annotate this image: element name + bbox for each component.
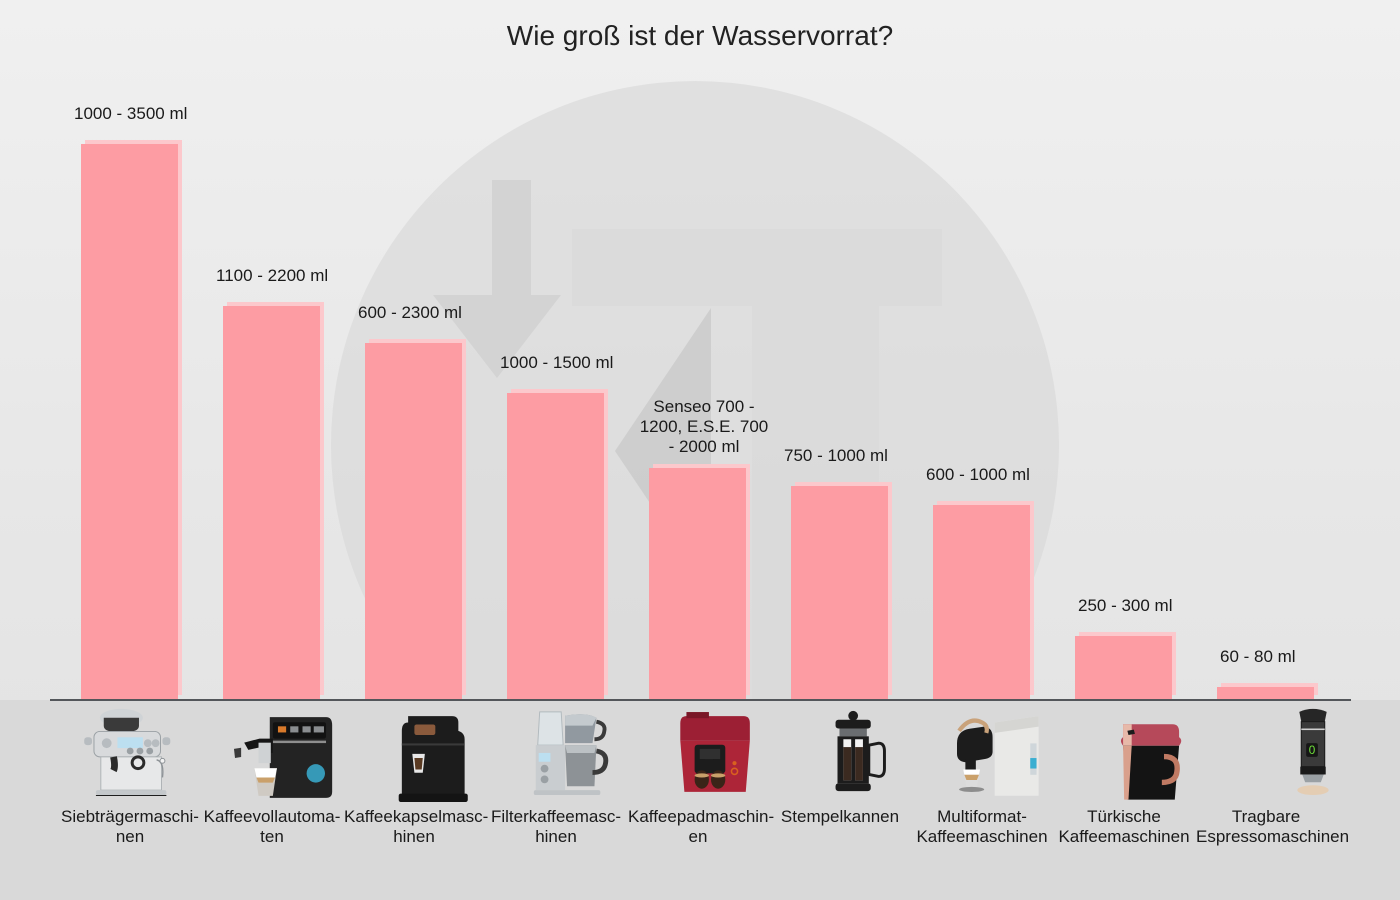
svg-text:0: 0	[1309, 744, 1316, 757]
